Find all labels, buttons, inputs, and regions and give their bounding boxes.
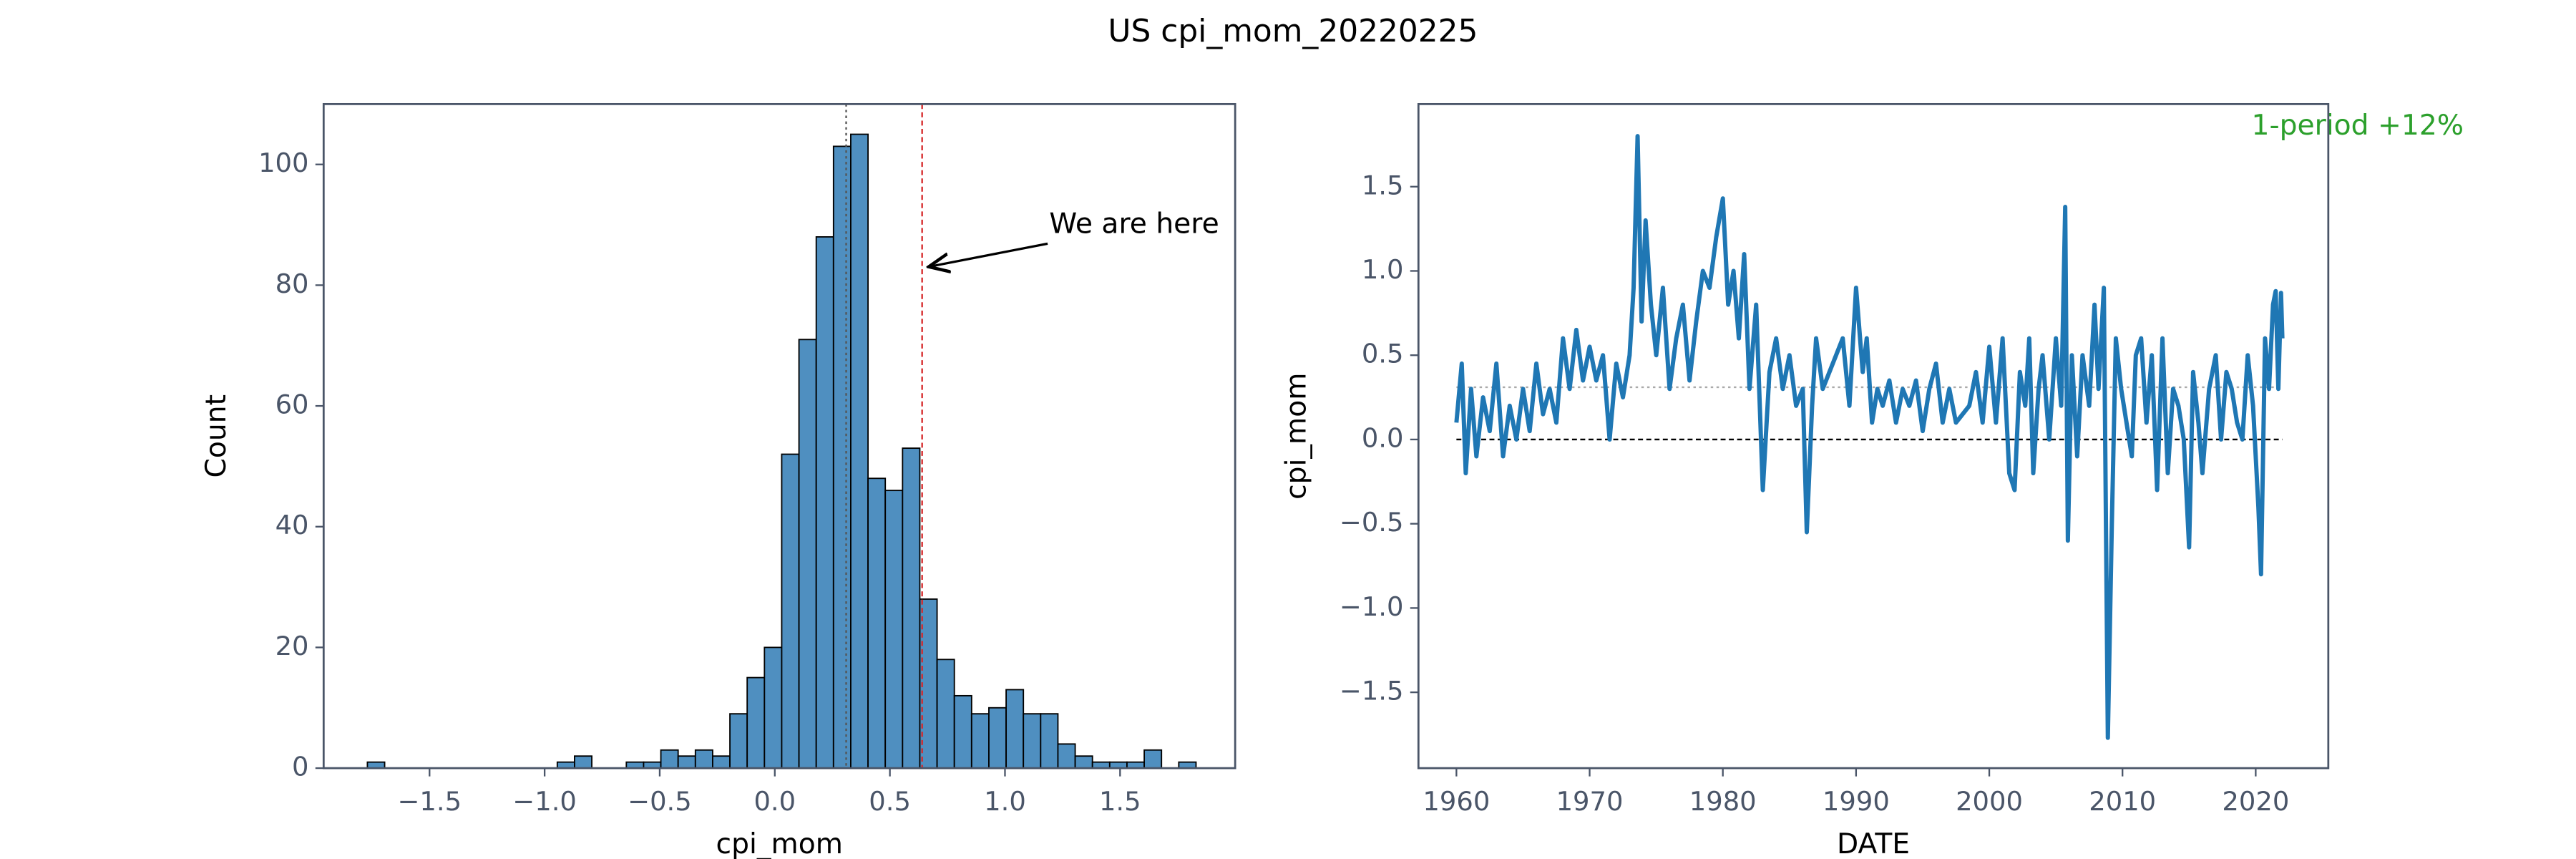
annotation: We are here	[1049, 208, 1219, 240]
x-tick-label: 2000	[1956, 786, 2023, 817]
y-tick-label: 20	[275, 631, 309, 661]
bar	[781, 453, 800, 769]
data-line	[1454, 134, 2285, 740]
y-tick-label: 40	[275, 510, 309, 540]
bar	[712, 755, 731, 770]
bar	[1040, 713, 1059, 770]
y-tick-label: 80	[275, 268, 309, 299]
bar	[902, 447, 921, 769]
bar	[1005, 689, 1025, 769]
bar	[815, 236, 834, 769]
figure-title: US cpi_mom_20220225	[1108, 13, 1478, 49]
bar	[970, 713, 990, 770]
x-tick-label: 2020	[2222, 786, 2289, 817]
x-axis-label: cpi_mom	[716, 828, 843, 859]
x-tick-label: −0.5	[628, 786, 692, 817]
x-axis-label: DATE	[1837, 828, 1910, 859]
x-tick-label: −1.0	[512, 786, 577, 817]
bar	[884, 490, 904, 769]
bar	[574, 755, 592, 770]
bar	[763, 646, 783, 769]
y-tick-label: 60	[275, 389, 309, 420]
bar	[694, 749, 713, 770]
x-tick-label: 1960	[1423, 786, 1490, 817]
bar	[867, 477, 887, 769]
bar	[729, 713, 748, 770]
bar	[936, 659, 955, 769]
y-tick-label: 100	[258, 147, 308, 178]
x-tick-label: 1970	[1556, 786, 1624, 817]
bar	[988, 707, 1008, 770]
bar	[1074, 755, 1093, 770]
bar	[660, 749, 679, 770]
y-tick-label: 1.5	[1362, 170, 1404, 200]
bar	[1057, 743, 1076, 769]
bar	[1143, 749, 1163, 770]
y-tick-label: 1.0	[1362, 254, 1404, 285]
bar	[953, 694, 972, 769]
bar	[746, 676, 766, 770]
y-tick-label: 0	[292, 752, 308, 782]
bar	[1023, 713, 1042, 770]
x-tick-label: 0.0	[753, 786, 796, 817]
x-tick-label: 1990	[1823, 786, 1890, 817]
x-tick-label: 1980	[1689, 786, 1757, 817]
plot-frame	[1417, 103, 2330, 770]
y-axis-label: Count	[200, 394, 233, 477]
y-tick-label: −1.0	[1340, 591, 1404, 622]
annotation: 1-period +12%	[2252, 110, 2464, 142]
bar	[798, 339, 817, 769]
y-axis-label: cpi_mom	[1280, 373, 1312, 500]
plot-frame	[322, 103, 1236, 770]
x-tick-label: −1.5	[397, 786, 462, 817]
x-tick-label: 2010	[2089, 786, 2156, 817]
x-tick-label: 0.5	[869, 786, 911, 817]
y-tick-label: 0.5	[1362, 339, 1404, 369]
x-tick-label: 1.5	[1099, 786, 1141, 817]
bar	[677, 755, 696, 770]
annotation-arrow	[929, 242, 1048, 266]
bar	[832, 145, 852, 769]
y-tick-label: −1.5	[1340, 676, 1404, 707]
y-tick-label: −0.5	[1340, 507, 1404, 538]
y-tick-label: 0.0	[1362, 422, 1404, 453]
bar	[850, 133, 869, 769]
x-tick-label: 1.0	[984, 786, 1026, 817]
